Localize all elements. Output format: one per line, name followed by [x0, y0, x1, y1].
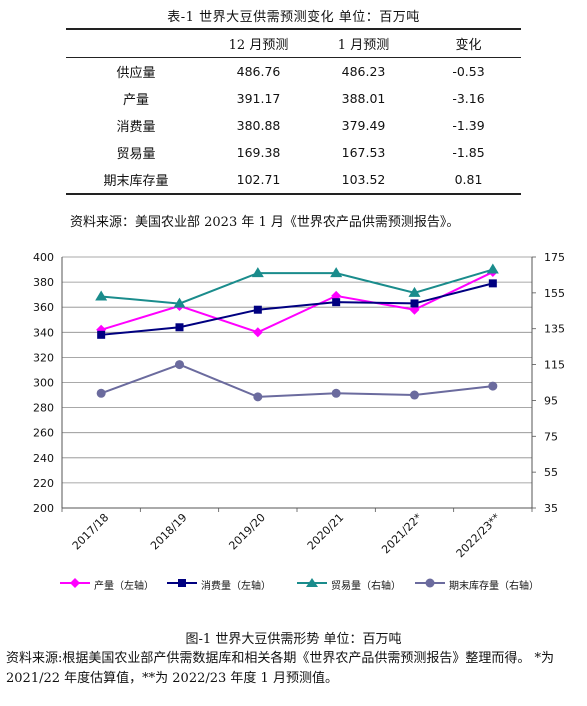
table-header-row: 12 月预测 1 月预测 变化	[66, 29, 521, 58]
data-point	[410, 390, 419, 400]
y-left-tick-label: 320	[33, 351, 54, 364]
figure-source-note: 资料来源:根据美国农业部产供需数据库和相关各期《世界农产品供需预测报告》整理而得…	[6, 651, 555, 686]
x-tick-label: 2017/18	[70, 511, 112, 553]
figure-caption: 图-1 世界大豆供需形势 单位：百万吨	[185, 632, 402, 647]
supply-demand-table: 12 月预测 1 月预测 变化 供应量 486.76 486.23 -0.53 …	[66, 28, 521, 195]
y-right-tick-label: 95	[544, 394, 558, 407]
y-left-tick-label: 380	[33, 276, 54, 289]
data-point	[96, 388, 106, 398]
table-cell: 380.88	[236, 118, 281, 133]
series-line-3	[100, 363, 493, 398]
y-right-tick-label: 155	[544, 287, 565, 300]
y-right-tick-label: 35	[544, 502, 558, 515]
data-point	[95, 290, 108, 301]
table-cell: -3.16	[452, 91, 485, 106]
table-cell: 167.53	[341, 145, 386, 160]
y-right-tick-label: 175	[544, 251, 565, 264]
x-tick-label: 2018/19	[148, 511, 190, 553]
table-cell: 379.49	[341, 118, 386, 133]
table-row: 产量 391.17 388.01 -3.16	[66, 85, 521, 112]
table-cell: 102.71	[236, 172, 281, 187]
y-left-tick-label: 280	[33, 402, 54, 415]
legend-swatch	[297, 578, 327, 587]
data-point	[488, 279, 497, 288]
table-row: 供应量 486.76 486.23 -0.53	[66, 58, 521, 86]
soybean-line-chart: 200 220 240 260 280 300 320 340 360 380 400 35 55 75 9…	[33, 251, 565, 561]
table-header-cell	[66, 29, 206, 58]
x-tick-label: 2020/21	[305, 511, 347, 553]
table-title: 表-1 世界大豆供需预测变化 单位：百万吨	[167, 10, 420, 25]
table-header-cell: 1 月预测	[337, 38, 390, 53]
table-cell: 169.38	[236, 145, 281, 160]
row-label: 供应量	[116, 66, 156, 81]
y-right-tick-label: 135	[544, 323, 565, 336]
chart-legend: 产量（左轴） 消费量（左轴） 贸易量（右轴） 期末库存量（右轴）	[0, 574, 587, 594]
data-point	[253, 392, 263, 402]
legend-label: 期末库存量（右轴）	[449, 581, 539, 592]
table-row: 期末库存量 102.71 103.52 0.81	[66, 166, 521, 194]
row-label: 贸易量	[116, 147, 156, 162]
table-cell: 103.52	[341, 172, 386, 187]
legend-swatch	[167, 579, 197, 587]
data-point	[488, 381, 498, 391]
data-point	[331, 388, 341, 398]
table-cell: -1.39	[452, 118, 485, 133]
legend-label: 消费量（左轴）	[201, 581, 271, 592]
row-label: 消费量	[116, 120, 156, 135]
series-line-2	[101, 268, 494, 305]
y-left-tick-label: 220	[33, 477, 54, 490]
y-right-tick-label: 115	[544, 359, 565, 372]
data-point	[175, 360, 184, 370]
legend-swatch	[60, 578, 90, 588]
table-cell: 486.76	[236, 64, 281, 79]
series-line-1	[101, 282, 494, 336]
data-point	[330, 267, 343, 278]
data-point	[332, 298, 341, 307]
table-source-note: 资料来源：美国农业部 2023 年 1 月《世界农产品供需预测报告》。	[70, 215, 460, 230]
x-tick-label: 2021/22*	[379, 511, 425, 557]
data-point	[251, 267, 264, 278]
y-right-tick-label: 55	[544, 466, 558, 479]
y-left-tick-label: 360	[33, 301, 54, 314]
y-left-tick-label: 400	[33, 251, 54, 264]
table-cell: -0.53	[452, 64, 485, 79]
data-point	[173, 297, 186, 308]
table-row: 消费量 380.88 379.49 -1.39	[66, 112, 521, 139]
data-point	[410, 299, 419, 308]
y-left-tick-label: 260	[33, 427, 54, 440]
y-left-tick-label: 340	[33, 326, 54, 339]
table-cell: 391.17	[236, 91, 281, 106]
table-cell: 388.01	[341, 91, 386, 106]
series-line-0	[100, 271, 494, 334]
y-left-tick-label: 300	[33, 377, 54, 390]
y-right-tick-label: 75	[544, 430, 558, 443]
row-label: 产量	[122, 93, 149, 108]
data-point	[96, 324, 107, 335]
y-left-tick-label: 200	[33, 502, 54, 515]
data-point	[97, 330, 106, 339]
y-left-tick-label: 240	[33, 452, 54, 465]
row-label: 期末库存量	[103, 174, 169, 189]
data-point	[486, 263, 499, 274]
data-point	[252, 327, 263, 338]
table-header-cell: 12 月预测	[228, 38, 289, 53]
legend-swatch	[415, 578, 445, 588]
x-tick-label: 2022/23**	[454, 511, 504, 561]
data-point	[408, 286, 421, 297]
table-cell: -1.85	[452, 145, 485, 160]
table-row: 贸易量 169.38 167.53 -1.85	[66, 139, 521, 166]
data-point	[253, 305, 262, 314]
data-point	[409, 304, 420, 315]
x-tick-label: 2019/20	[226, 511, 268, 553]
table-header-cell: 变化	[455, 38, 482, 53]
table-cell: 0.81	[454, 172, 483, 187]
legend-label: 产量（左轴）	[94, 581, 154, 592]
legend-label: 贸易量（右轴）	[331, 581, 401, 592]
data-point	[175, 323, 184, 332]
table-cell: 486.23	[341, 64, 386, 79]
